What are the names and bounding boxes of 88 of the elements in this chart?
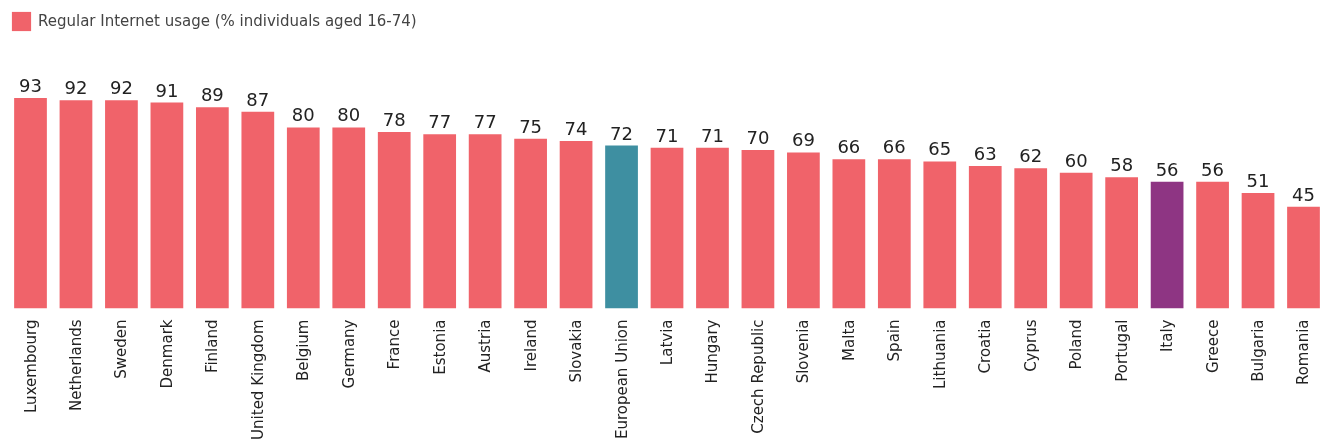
- data-label: 77: [428, 111, 452, 133]
- data-label: 45: [1292, 183, 1315, 205]
- bar: [741, 150, 775, 309]
- bar: [195, 107, 229, 309]
- data-label: 91: [155, 79, 179, 101]
- data-label: 63: [973, 142, 997, 164]
- data-label: 60: [1064, 149, 1088, 171]
- data-label: 58: [1110, 154, 1134, 176]
- x-tick-label: Croatia: [976, 319, 995, 374]
- data-label: 80: [337, 104, 361, 126]
- bar: [377, 132, 411, 309]
- data-label: 80: [291, 104, 315, 126]
- bar: [14, 98, 47, 309]
- x-tick-label: Czech Republic: [748, 319, 767, 434]
- bar: [1105, 177, 1139, 309]
- data-label: 87: [246, 88, 270, 110]
- bar: [1196, 181, 1229, 309]
- bar: [877, 159, 911, 309]
- bar: [1014, 168, 1048, 309]
- x-tick-label: Ireland: [521, 319, 540, 372]
- x-tick-label: Finland: [203, 319, 222, 374]
- x-tick-label: Portugal: [1112, 319, 1131, 382]
- x-tick-label: Sweden: [112, 319, 131, 379]
- x-tick-label: Germany: [339, 319, 358, 389]
- data-label: 65: [928, 138, 952, 160]
- bar: [696, 147, 729, 309]
- x-tick-label: Estonia: [430, 319, 449, 375]
- data-label: 74: [564, 118, 588, 140]
- data-label: 75: [519, 115, 543, 137]
- bar: [59, 100, 93, 309]
- data-label: 51: [1246, 170, 1270, 192]
- x-tick-label: Romania: [1294, 319, 1313, 386]
- x-tick-label: Slovakia: [567, 319, 586, 383]
- data-label: 70: [746, 127, 770, 149]
- data-label: 69: [791, 129, 815, 151]
- x-tick-label: Luxembourg: [21, 319, 40, 413]
- bar: [923, 161, 957, 309]
- x-tick-label: Spain: [885, 319, 904, 362]
- bar: [605, 145, 638, 309]
- bar: [1059, 172, 1093, 309]
- bar: [832, 159, 866, 309]
- x-tick-label: Malta: [839, 319, 858, 361]
- data-label: 71: [655, 124, 679, 146]
- data-label: 71: [701, 124, 724, 146]
- bar: [650, 147, 684, 309]
- bar: [1150, 181, 1184, 309]
- data-label: 56: [1201, 158, 1225, 180]
- bar: [150, 102, 184, 309]
- data-label: 92: [64, 77, 88, 99]
- x-tick-label: Hungary: [703, 319, 722, 384]
- x-tick-label: Cyprus: [1021, 319, 1040, 372]
- bar: [514, 138, 547, 309]
- data-label: 66: [837, 136, 861, 158]
- bar: [105, 100, 138, 309]
- x-tick-label: Poland: [1067, 319, 1086, 370]
- legend-label: Regular Internet usage (% individuals aged 16-74): [38, 12, 417, 30]
- data-label: 92: [109, 77, 133, 99]
- x-tick-label: Austria: [476, 319, 495, 373]
- bar: [423, 134, 457, 309]
- x-tick-label: Denmark: [157, 319, 176, 389]
- data-label: 72: [610, 122, 633, 144]
- data-label: 56: [1155, 158, 1179, 180]
- bar: [332, 127, 366, 309]
- x-tick-label: Greece: [1203, 319, 1222, 373]
- x-tick-label: Bulgaria: [1249, 319, 1268, 382]
- x-tick-label: France: [385, 319, 404, 370]
- bar: [559, 141, 593, 309]
- data-label: 93: [19, 75, 42, 97]
- data-label: 89: [200, 84, 224, 106]
- data-label: 77: [473, 111, 497, 133]
- bar: [1287, 206, 1320, 309]
- x-tick-label: Netherlands: [66, 319, 85, 411]
- x-tick-label: Belgium: [294, 319, 313, 381]
- x-tick-label: Latvia: [658, 319, 676, 366]
- bar: [241, 111, 275, 309]
- bar: [968, 165, 1002, 309]
- bar: [286, 127, 320, 309]
- bar: [468, 134, 502, 309]
- data-label: 62: [1019, 145, 1043, 167]
- bar: [1241, 193, 1275, 309]
- x-tick-label: Italy: [1158, 319, 1177, 353]
- data-label: 78: [382, 109, 406, 131]
- x-tick-label: Slovenia: [794, 319, 813, 384]
- bar: [787, 152, 820, 309]
- x-tick-label: European Union: [612, 319, 631, 440]
- data-label: 66: [882, 136, 906, 158]
- x-tick-label: United Kingdom: [248, 319, 267, 440]
- x-tick-label: Lithuania: [930, 319, 949, 389]
